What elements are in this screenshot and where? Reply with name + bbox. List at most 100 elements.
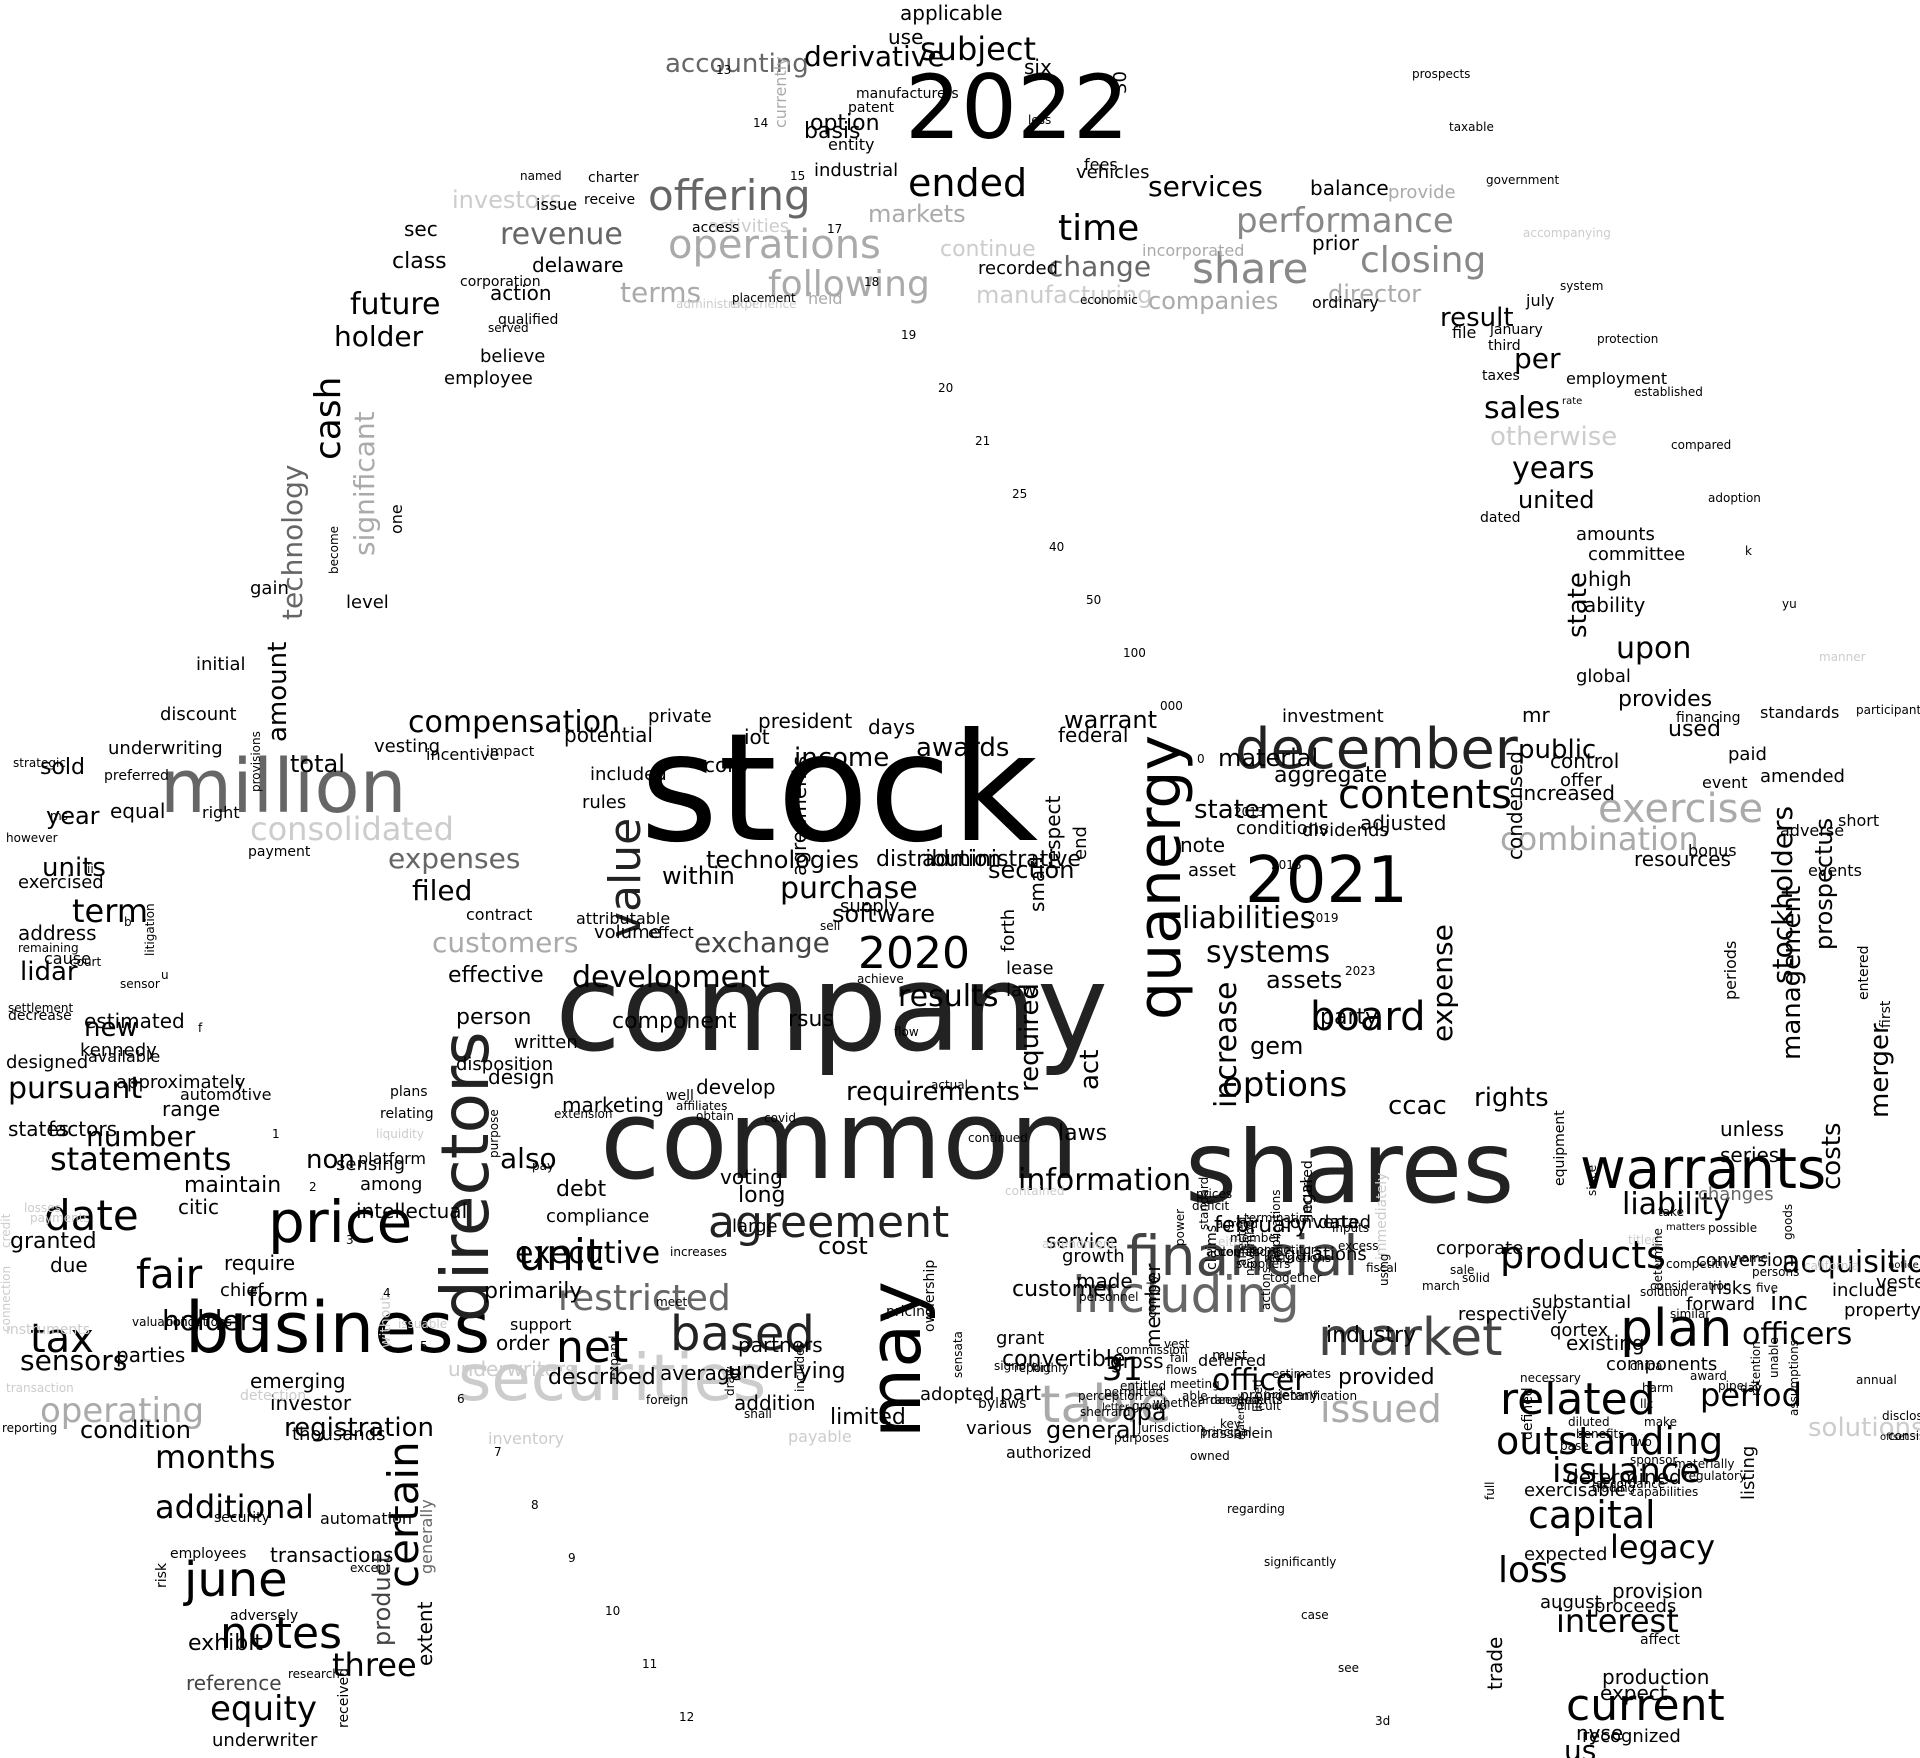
cloud-word-initial: initial [196,654,246,675]
cloud-word-exercised: exercised [18,872,104,893]
cloud-word-estimates: estimates [1272,1367,1331,1381]
cloud-word-acquisition: acquisition [1782,1245,1920,1280]
cloud-word-2021: 2021 [1245,844,1408,918]
cloud-word-vested: vested [1876,1272,1920,1293]
cloud-word-security: security [214,1510,270,1526]
cloud-word-shares: shares [1185,1109,1514,1226]
cloud-word-whether: whether [1153,1396,1202,1410]
cloud-word-corp: corp [704,753,748,777]
cloud-word-flow: flow [894,1025,919,1039]
cloud-word-20: 20 [938,381,953,395]
cloud-word-united: united [1518,486,1595,514]
cloud-word-7: 7 [494,1445,502,1459]
cloud-word-less: less [1028,113,1051,127]
cloud-word-statements: statements [50,1140,231,1178]
cloud-word-future: future [350,287,440,322]
cloud-word-13: 13 [716,63,731,77]
cloud-word-party: party [1320,1005,1378,1030]
cloud-word-25: 25 [1012,487,1027,501]
cloud-word-adjusted: adjusted [1360,811,1446,835]
cloud-word-proprietary: proprietary [1240,1388,1318,1404]
cloud-word-retention: retention [1749,1341,1763,1396]
cloud-word-equal: equal [110,799,166,823]
cloud-word-product: product [368,1554,396,1646]
cloud-word-forward: forward [1686,1294,1755,1315]
cloud-word-automation: automation [320,1509,412,1528]
cloud-word-demand: demand [1218,1245,1267,1259]
cloud-word-services: services [1148,170,1263,203]
cloud-word-placement: placement [732,291,796,305]
cloud-word-months: months [155,1438,276,1476]
cloud-word-support: support [510,1315,571,1334]
cloud-word-foreign: foreign [646,1393,688,1407]
cloud-word-stock: stock [640,702,1038,876]
cloud-word-11: 11 [642,1657,657,1671]
cloud-word-respectively: respectively [1458,1304,1568,1325]
cloud-word-plans: plans [390,1084,428,1100]
cloud-word-changes: changes [1698,1184,1774,1205]
cloud-word-8: 8 [531,1498,539,1512]
cloud-word-respect: respect [1041,795,1065,870]
cloud-word-operations: operations [668,222,881,268]
cloud-word-change: change [1048,250,1151,283]
cloud-word-company: company [555,940,1108,1079]
cloud-word-software: software [832,900,935,928]
cloud-word-supply: supply [840,896,900,917]
cloud-word-ownership: ownership [922,1260,938,1332]
cloud-word-discount: discount [160,704,237,725]
cloud-word-incurred: incurred [1300,1160,1316,1218]
cloud-word-products: products [1500,1233,1666,1277]
cloud-word-primarily: primarily [484,1279,582,1304]
cloud-word-addition: addition [734,1391,816,1415]
cloud-word-exhibit: exhibit [188,1631,263,1656]
cloud-word-options: options [1222,1065,1347,1105]
cloud-word-executive: executive [515,1236,660,1271]
cloud-word-benefits: benefits [1576,1427,1625,1441]
cloud-word-14: 14 [753,116,768,130]
cloud-word-pay: pay [532,1159,554,1173]
cloud-word-ended: ended [908,161,1027,205]
cloud-word-gain: gain [250,578,289,599]
cloud-word-right: right [202,803,240,822]
cloud-word-entitled: entitled [1120,1379,1166,1393]
cloud-word-taxable: taxable [1449,120,1494,134]
cloud-word-increase: increase [1209,982,1244,1108]
cloud-word-key: key [1220,1417,1241,1431]
cloud-word-similar: similar [1670,1307,1710,1321]
cloud-word-service: service [1046,1229,1118,1253]
cloud-word-indemnification: indemnification [1264,1389,1357,1403]
cloud-word-solid: solid [1462,1271,1490,1285]
cloud-word-costs: costs [1817,1123,1847,1191]
cloud-word-share: share [1192,244,1308,293]
cloud-word-losses: losses [24,1201,61,1215]
cloud-word-able: able [1182,1389,1208,1403]
cloud-word-6: 6 [457,1392,465,1406]
cloud-word-production: production [1602,1665,1709,1689]
cloud-word-property: property [1844,1300,1920,1321]
cloud-word-receive: receive [584,192,635,208]
cloud-word-customers: customers [432,926,578,959]
cloud-word-compliance: compliance [546,1206,649,1227]
cloud-word-10: 10 [605,1604,620,1618]
cloud-word-1: 1 [272,1127,280,1141]
cloud-word-series: series [1720,1143,1779,1167]
cloud-word-permitted: permitted [1104,1385,1163,1399]
cloud-word-meeting: meeting [1170,1377,1220,1391]
cloud-word-strategic: strategic [13,756,66,770]
cloud-word-general: general [1046,1416,1137,1444]
cloud-word-california: california [1804,1259,1859,1273]
cloud-word-conditions: conditions [1236,818,1329,839]
cloud-word-director: director [1328,280,1421,308]
cloud-word-contained: contained [1005,1184,1065,1198]
cloud-word-harm: harm [1642,1381,1673,1395]
cloud-word-five: five [1756,1281,1778,1295]
cloud-word-corporate: corporate [1436,1238,1523,1259]
cloud-word-member: member [1141,1263,1165,1348]
cloud-word-technologies: technologies [706,846,859,874]
cloud-word-inventory: inventory [488,1429,564,1448]
cloud-word-jurisdiction: jurisdiction [1137,1421,1204,1435]
cloud-word-industrial: industrial [814,160,898,181]
cloud-word-system: system [1560,279,1603,293]
cloud-word-court: court [70,955,101,969]
cloud-word-applications: applications [1269,1190,1283,1262]
